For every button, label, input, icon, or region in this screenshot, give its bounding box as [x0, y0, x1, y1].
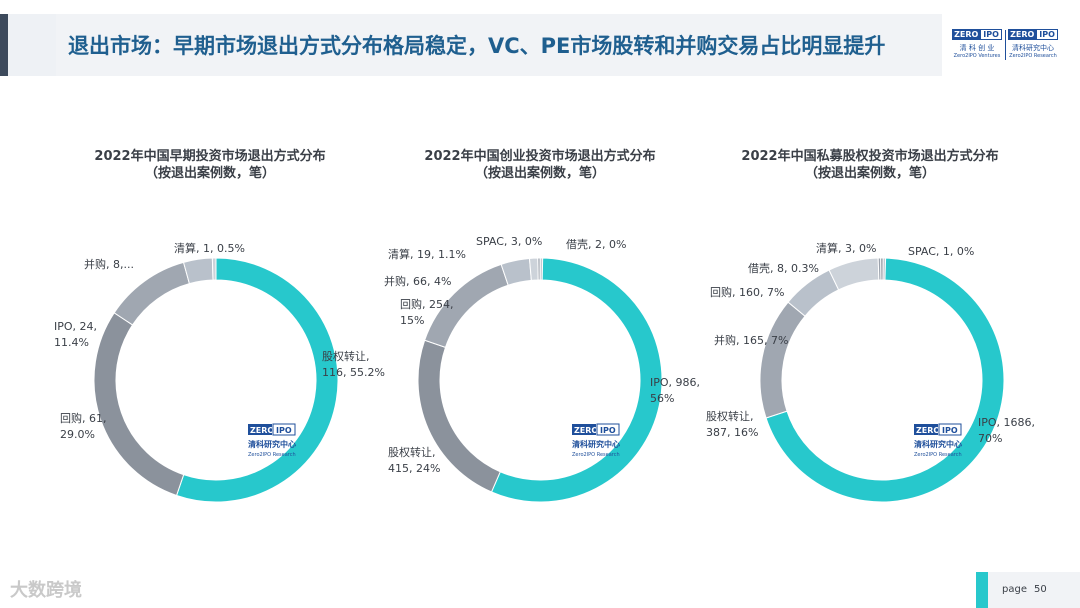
chart-subtitle-vc: （按退出案例数，笔）: [474, 166, 605, 181]
svg-text:清科研究中心: 清科研究中心: [914, 439, 962, 449]
slice-label-IPO: IPO, 1686,: [978, 416, 1035, 429]
svg-text:IPO: IPO: [276, 426, 292, 435]
slice-value-股权转让: 116, 55.2%: [322, 366, 385, 379]
slice-并购: [182, 257, 214, 285]
research-watermark-2: ZERO IPO 清科研究中心 Zero2IPO Research: [914, 423, 962, 458]
slice-label-股权转让: 股权转让,: [388, 445, 436, 459]
slice-label-回购: 回购, 254,: [400, 297, 454, 311]
slice-value-IPO: 11.4%: [54, 336, 89, 349]
svg-text:Zero2IPO Research: Zero2IPO Research: [914, 452, 962, 458]
svg-text:ZERO: ZERO: [574, 426, 598, 435]
page-number: 50: [1034, 584, 1047, 595]
slice-value-回购: 29.0%: [60, 428, 95, 441]
chart-title-pe-main: 2022年中国私募股权投资市场退出方式分布: [741, 149, 999, 164]
slice-借壳: [539, 257, 544, 281]
footer-brand: 大数跨境: [10, 580, 82, 601]
donut-chart-1: IPO, 986, 56% 股权转让, 415, 24% 回购, 254, 15% 并购, …: [384, 235, 700, 503]
zero2ipo-ventures-logo: ZERO IPO 清 科 创 业 Zero2IPO Ventures: [952, 29, 1002, 59]
donut-chart-2: IPO, 1686, 70% 股权转让, 387, 16% 并购, 165, 7% 回购,…: [706, 241, 1035, 503]
svg-text:IPO: IPO: [942, 426, 958, 435]
svg-text:清科研究中心: 清科研究中心: [572, 439, 620, 449]
zero2ipo-research-logo: ZERO IPO 清科研究中心 Zero2IPO Research: [1008, 29, 1058, 59]
slice-IPO: [765, 257, 1005, 503]
slice-label-回购: 回购, 61,: [60, 411, 107, 425]
research-watermark-1: ZERO IPO 清科研究中心 Zero2IPO Research: [572, 423, 620, 458]
slice-label-股权转让: 股权转让,: [706, 409, 754, 423]
slice-label-IPO: IPO, 986,: [650, 376, 700, 389]
slice-label-IPO: IPO, 24,: [54, 320, 97, 333]
slice-label-清算: 清算, 1, 0.5%: [174, 241, 245, 255]
slice-value-IPO: 70%: [978, 432, 1002, 445]
slice-清算: [528, 257, 539, 281]
slice-回购: [828, 257, 880, 291]
slice-label-并购: 并购, 8,...: [84, 257, 134, 271]
page-accent: [976, 572, 988, 608]
title-background: [56, 14, 942, 76]
svg-text:Zero2IPO Research: Zero2IPO Research: [248, 452, 296, 458]
title-accent-bar: [0, 14, 8, 76]
slice-label-SPAC: SPAC, 3, 0%: [476, 235, 542, 248]
svg-text:ZERO: ZERO: [250, 426, 274, 435]
slice-回购: [93, 312, 185, 497]
page-label: page: [1002, 584, 1027, 595]
slice-label-回购: 回购, 160, 7%: [710, 285, 784, 299]
chart-title-early-main: 2022年中国早期投资市场退出方式分布: [94, 149, 326, 164]
logo-divider: [1005, 30, 1006, 60]
slice-value-股权转让: 415, 24%: [388, 462, 440, 475]
slice-value-回购: 15%: [400, 314, 424, 327]
chart-title-early: 2022年中国早期投资市场退出方式分布 （按退出案例数，笔）: [60, 148, 360, 182]
chart-subtitle-early: （按退出案例数，笔）: [144, 166, 275, 181]
chart-subtitle-pe: （按退出案例数，笔）: [804, 166, 935, 181]
header-logos: ZERO IPO 清 科 创 业 Zero2IPO Ventures ZERO IP…: [952, 22, 1060, 68]
slice-股权转让: [759, 301, 806, 419]
slice-label-并购: 并购, 66, 4%: [384, 274, 451, 288]
slice-IPO: [113, 261, 191, 326]
svg-text:清科研究中心: 清科研究中心: [248, 439, 296, 449]
slice-label-股权转让: 股权转让,: [322, 349, 370, 363]
slice-label-借壳: 借壳, 8, 0.3%: [748, 261, 819, 275]
slice-label-清算: 清算, 3, 0%: [816, 241, 876, 255]
slice-label-SPAC: SPAC, 1, 0%: [908, 245, 974, 258]
page-title: 退出市场：早期市场退出方式分布格局稳定，VC、PE市场股转和并购交易占比明显提升: [68, 34, 886, 58]
slice-label-清算: 清算, 19, 1.1%: [388, 247, 466, 261]
slice-IPO: [490, 257, 663, 503]
slice-股权转让: [175, 257, 339, 503]
page-indicator: page 50: [976, 572, 1080, 608]
slice-清算: [211, 257, 217, 281]
slice-value-股权转让: 387, 16%: [706, 426, 758, 439]
slice-label-并购: 并购, 165, 7%: [714, 333, 788, 347]
chart-title-vc: 2022年中国创业投资市场退出方式分布 （按退出案例数，笔）: [390, 148, 690, 182]
slice-label-借壳: 借壳, 2, 0%: [566, 237, 626, 251]
chart-title-pe: 2022年中国私募股权投资市场退出方式分布 （按退出案例数，笔）: [720, 148, 1020, 182]
research-watermark-0: ZERO IPO 清科研究中心 Zero2IPO Research: [248, 423, 296, 458]
svg-text:IPO: IPO: [600, 426, 616, 435]
svg-text:ZERO: ZERO: [916, 426, 940, 435]
slice-value-IPO: 56%: [650, 392, 674, 405]
title-bar: 退出市场：早期市场退出方式分布格局稳定，VC、PE市场股转和并购交易占比明显提升…: [0, 14, 1080, 80]
svg-text:Zero2IPO Research: Zero2IPO Research: [572, 452, 620, 458]
donut-chart-0: 股权转让, 116, 55.2% 回购, 61, 29.0% IPO, 24, 11.4%…: [54, 241, 385, 503]
chart-title-vc-main: 2022年中国创业投资市场退出方式分布: [424, 149, 656, 164]
title-accent-block: [8, 14, 56, 76]
slice-SPAC: [882, 257, 887, 281]
